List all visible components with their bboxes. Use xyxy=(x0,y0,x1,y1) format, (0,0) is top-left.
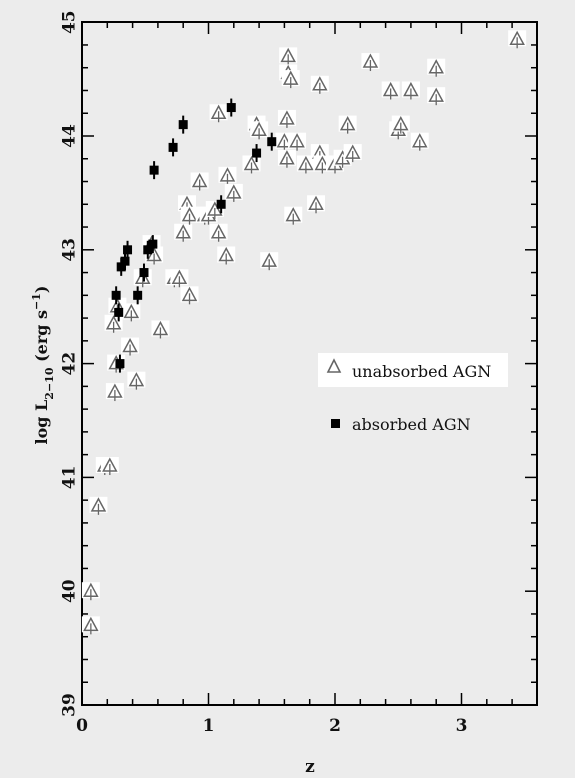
y-axis-label-unit: (erg s xyxy=(32,310,51,368)
unabsorbed-point xyxy=(218,166,237,185)
y-tick-labels: 39 40 41 42 43 44 45 xyxy=(60,10,80,716)
y-tick-label: 43 xyxy=(60,238,80,262)
unabsorbed-point xyxy=(209,223,228,242)
y-tick-label: 40 xyxy=(60,579,80,603)
unabsorbed-point xyxy=(89,496,108,515)
axis-ticks xyxy=(81,21,537,706)
absorbed-point xyxy=(216,195,226,214)
legend-label-unabsorbed: unabsorbed AGN xyxy=(352,362,491,381)
unabsorbed-point xyxy=(279,47,298,66)
unabsorbed-point xyxy=(122,303,141,322)
unabsorbed-point xyxy=(260,252,279,271)
absorbed-point xyxy=(133,286,143,305)
absorbed-point xyxy=(111,286,121,305)
y-axis-label-unit-close: ) xyxy=(32,286,51,294)
unabsorbed-point xyxy=(170,269,189,288)
absorbed-point xyxy=(139,263,149,282)
unabsorbed-point xyxy=(224,183,243,202)
legend: unabsorbed AGN absorbed AGN xyxy=(318,353,508,434)
absorbed-point xyxy=(115,354,125,373)
absorbed-point xyxy=(168,138,178,157)
x-tick-labels: 0 1 2 3 xyxy=(76,716,467,736)
unabsorbed-point xyxy=(277,109,296,128)
absorbed-point xyxy=(178,115,188,134)
legend-square-icon xyxy=(331,419,340,428)
unabsorbed-point xyxy=(180,206,199,225)
absorbed-point xyxy=(148,235,158,254)
y-axis-label: log L2−10 (erg s−1) xyxy=(30,286,56,445)
unabsorbed-point xyxy=(284,206,303,225)
unabsorbed-point xyxy=(105,383,124,402)
unabsorbed-point xyxy=(296,155,315,174)
y-axis-label-main: log L xyxy=(32,400,51,445)
series-absorbed-agn xyxy=(111,98,277,373)
unabsorbed-point xyxy=(381,81,400,100)
absorbed-point xyxy=(149,161,159,180)
unabsorbed-point xyxy=(427,58,446,77)
unabsorbed-point xyxy=(338,115,357,134)
y-tick-label: 45 xyxy=(60,10,80,34)
legend-label-absorbed: absorbed AGN xyxy=(352,415,471,434)
unabsorbed-point xyxy=(217,246,236,265)
y-tick-label: 42 xyxy=(60,352,80,376)
y-tick-label: 44 xyxy=(60,124,80,148)
absorbed-point xyxy=(123,240,133,259)
unabsorbed-point xyxy=(250,121,269,140)
unabsorbed-point xyxy=(391,115,410,134)
unabsorbed-point xyxy=(508,30,527,49)
unabsorbed-point xyxy=(343,144,362,163)
x-tick-label: 2 xyxy=(329,716,341,736)
unabsorbed-point xyxy=(121,337,140,356)
legend-triangle-icon xyxy=(326,358,342,373)
unabsorbed-point xyxy=(281,70,300,89)
x-axis-label: z xyxy=(305,757,315,777)
unabsorbed-point xyxy=(401,81,420,100)
unabsorbed-point xyxy=(174,223,193,242)
unabsorbed-point xyxy=(242,155,261,174)
unabsorbed-point xyxy=(180,286,199,305)
absorbed-point xyxy=(143,240,153,259)
unabsorbed-point xyxy=(361,53,380,72)
x-tick-label: 3 xyxy=(456,716,468,736)
absorbed-point xyxy=(114,303,124,322)
unabsorbed-point xyxy=(151,320,170,339)
unabsorbed-point xyxy=(288,132,307,151)
unabsorbed-point xyxy=(310,75,329,94)
unabsorbed-point xyxy=(410,132,429,151)
unabsorbed-point xyxy=(127,371,146,390)
unabsorbed-point xyxy=(427,87,446,106)
x-tick-label: 0 xyxy=(76,716,88,736)
absorbed-point xyxy=(226,98,236,117)
unabsorbed-point xyxy=(277,149,296,168)
unabsorbed-point xyxy=(100,457,119,476)
absorbed-point xyxy=(252,144,262,163)
unabsorbed-point xyxy=(307,195,326,214)
y-axis-label-sub: 2−10 xyxy=(43,367,56,400)
series-unabsorbed-agn xyxy=(81,30,527,635)
unabsorbed-point xyxy=(81,582,100,601)
absorbed-point xyxy=(267,132,277,151)
y-tick-label: 41 xyxy=(60,466,80,490)
unabsorbed-point xyxy=(81,616,100,635)
y-axis-label-unit-sup: −1 xyxy=(30,293,43,310)
unabsorbed-point xyxy=(104,314,123,333)
unabsorbed-point xyxy=(209,104,228,123)
unabsorbed-point xyxy=(190,172,209,191)
x-tick-label: 1 xyxy=(203,716,215,736)
absorbed-point xyxy=(120,252,130,271)
y-tick-label: 39 xyxy=(60,693,80,717)
